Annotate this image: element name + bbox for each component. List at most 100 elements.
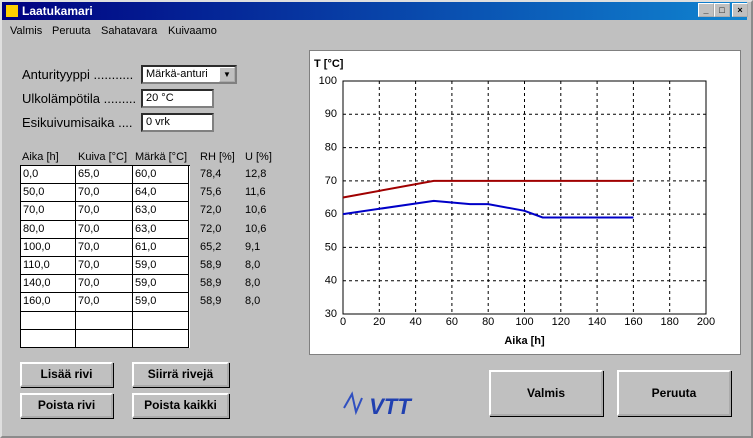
logo-text: VTT — [369, 394, 412, 419]
x-tick-label: 200 — [697, 316, 715, 328]
u-value: 9,1 — [245, 240, 261, 253]
rh-value: 58,9 — [200, 277, 222, 290]
y-tick-label: 90 — [325, 108, 337, 120]
y-tick-label: 80 — [325, 141, 337, 153]
table-cell[interactable]: 0,0 — [21, 166, 76, 185]
x-tick-label: 60 — [446, 316, 458, 328]
text-input[interactable]: 20 °C — [141, 89, 214, 108]
y-tick-label: 50 — [325, 241, 337, 253]
table-cell[interactable]: 140,0 — [21, 275, 76, 294]
x-tick-label: 180 — [661, 316, 679, 328]
table-cell[interactable]: 59,0 — [133, 275, 189, 294]
menu-item[interactable]: Peruuta — [52, 25, 91, 37]
y-tick-label: 100 — [319, 75, 337, 87]
table-cell[interactable]: 65,0 — [76, 166, 133, 185]
table-cell[interactable]: 70,0 — [76, 220, 133, 239]
minimize-button[interactable]: _ — [698, 3, 714, 17]
table-cell[interactable]: 63,0 — [133, 202, 189, 221]
x-axis-label: Aika [h] — [504, 335, 545, 347]
x-tick-label: 100 — [515, 316, 533, 328]
u-value: 8,0 — [245, 295, 261, 308]
button[interactable]: Siirrä rivejä — [132, 362, 229, 387]
maximize-button[interactable]: □ — [714, 3, 730, 17]
u-value: 10,6 — [245, 222, 267, 235]
column-header: RH [%] — [200, 151, 235, 163]
dialog-button[interactable]: Peruuta — [617, 370, 731, 416]
x-tick-label: 20 — [373, 316, 385, 328]
table-cell[interactable] — [76, 311, 133, 330]
table-cell[interactable]: 59,0 — [133, 293, 189, 312]
x-tick-label: 40 — [409, 316, 421, 328]
y-tick-label: 40 — [325, 275, 337, 287]
button[interactable]: Poista rivi — [20, 393, 113, 418]
u-value: 11,6 — [245, 186, 266, 199]
table-cell[interactable] — [133, 311, 189, 330]
rh-value: 58,9 — [200, 295, 222, 308]
field-label: Ulkolämpötila ......... — [22, 91, 137, 106]
column-header: Märkä [°C] — [135, 151, 188, 163]
field-label: Anturityyppi ........... — [22, 67, 134, 82]
x-tick-label: 120 — [552, 316, 570, 328]
table-cell[interactable]: 59,0 — [133, 257, 189, 276]
rh-value: 58,9 — [200, 259, 222, 271]
logo-graphic: VTT — [343, 391, 412, 419]
button[interactable]: Poista kaikki — [132, 393, 229, 418]
chart: 30 40 50 60 70 80 90 100 0 20 40 60 80 100 120 140 160 18… — [314, 58, 715, 347]
column-header: U [%] — [245, 151, 272, 163]
x-tick-label: 160 — [624, 316, 642, 328]
table-cell[interactable] — [76, 329, 133, 348]
table-cell[interactable]: 61,0 — [133, 238, 189, 257]
field-label: Esikuivumisaika .... — [22, 115, 133, 130]
column-header: Kuiva [°C] — [78, 151, 128, 163]
u-value: 8,0 — [245, 277, 261, 290]
table-cell[interactable]: 63,0 — [133, 220, 189, 239]
menu-item[interactable]: Sahatavara — [101, 25, 158, 37]
button[interactable]: Lisää rivi — [20, 362, 113, 387]
rh-value: 72,0 — [200, 204, 222, 217]
table-cell[interactable]: 160,0 — [21, 293, 76, 312]
u-value: 12,8 — [245, 168, 267, 180]
table-cell[interactable]: 70,0 — [21, 202, 76, 221]
x-tick-label: 80 — [482, 316, 494, 328]
column-header: Aika [h] — [22, 151, 59, 163]
table-cell[interactable] — [21, 329, 76, 348]
y-tick-label: 70 — [325, 175, 337, 187]
dropdown-button[interactable]: ▼ — [219, 67, 235, 82]
table-cell[interactable] — [21, 311, 76, 330]
table-cell[interactable]: 100,0 — [21, 238, 76, 257]
rh-value: 65,2 — [200, 240, 222, 253]
table-cell[interactable]: 110,0 — [21, 257, 76, 276]
series-line — [342, 179, 634, 199]
table-cell[interactable]: 70,0 — [76, 275, 133, 294]
x-tick-label: 140 — [588, 316, 606, 328]
table-cell[interactable]: 70,0 — [76, 293, 133, 312]
table-cell[interactable]: 50,0 — [21, 184, 76, 203]
dialog-button[interactable]: Valmis — [489, 370, 603, 416]
table-cell[interactable]: 70,0 — [76, 238, 133, 257]
rh-value: 72,0 — [200, 222, 222, 235]
table-cell[interactable]: 70,0 — [76, 184, 133, 203]
rh-value: 75,6 — [200, 186, 222, 199]
table-cell[interactable]: 70,0 — [76, 202, 133, 221]
rh-value: 78,4 — [200, 168, 222, 180]
logo: VTT — [340, 388, 422, 422]
app-icon — [6, 5, 18, 17]
chart-panel: 30 40 50 60 70 80 90 100 0 20 40 60 80 100 120 140 160 18… — [309, 50, 741, 355]
u-value: 10,6 — [245, 204, 267, 217]
y-axis-label: T [°C] — [314, 58, 344, 70]
close-button[interactable]: × — [732, 3, 748, 17]
table-cell[interactable] — [133, 329, 189, 348]
window-title: Laatukamari — [22, 4, 93, 18]
text-input[interactable]: 0 vrk — [141, 113, 214, 132]
combo-box[interactable]: Märkä-anturi — [141, 65, 237, 84]
u-value: 8,0 — [245, 259, 261, 271]
table-cell[interactable]: 80,0 — [21, 220, 76, 239]
y-tick-label: 60 — [325, 208, 337, 220]
table-cell[interactable]: 70,0 — [76, 257, 133, 276]
title-bar: Laatukamari — [2, 2, 747, 20]
series-line — [342, 199, 634, 219]
table-cell[interactable]: 60,0 — [133, 166, 189, 185]
menu-item[interactable]: Valmis — [10, 25, 43, 37]
menu-item[interactable]: Kuivaamo — [168, 25, 217, 37]
table-cell[interactable]: 64,0 — [133, 184, 189, 203]
